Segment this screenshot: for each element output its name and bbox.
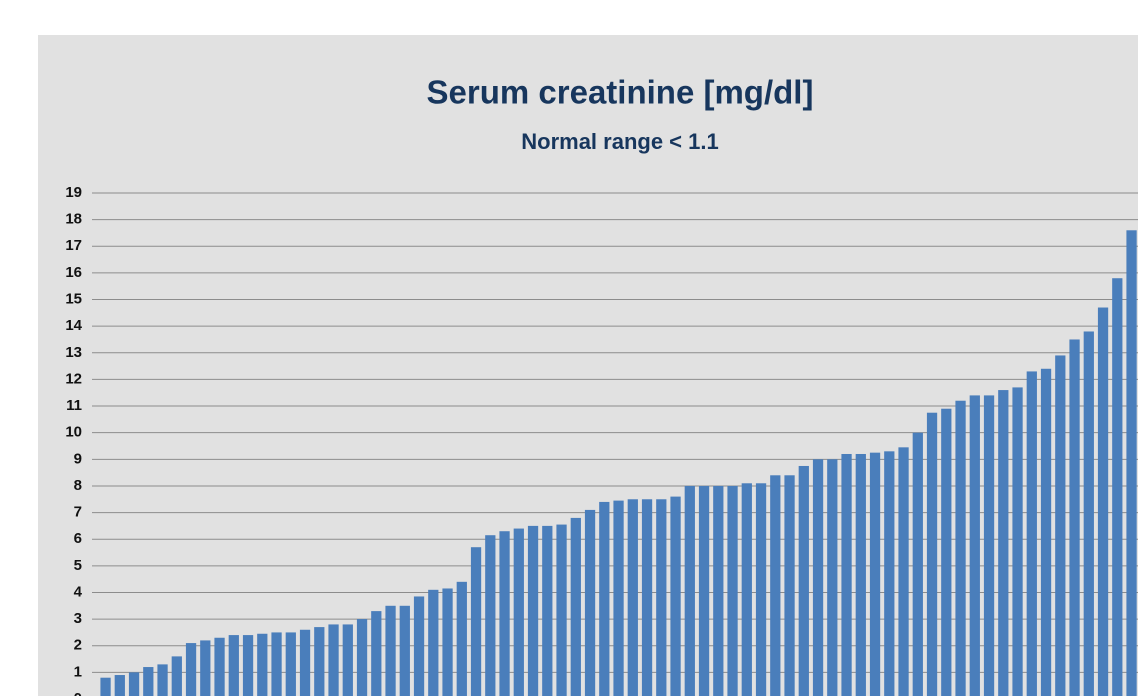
bar bbox=[1112, 278, 1123, 696]
bar bbox=[884, 451, 895, 696]
bar bbox=[1083, 331, 1094, 696]
bar bbox=[584, 509, 596, 696]
bar bbox=[485, 535, 496, 696]
y-tick-label: 0 bbox=[74, 690, 82, 696]
y-tick-label: 9 bbox=[74, 450, 82, 467]
bar bbox=[855, 453, 866, 696]
y-tick-label: 17 bbox=[65, 237, 82, 254]
bar bbox=[1126, 230, 1137, 696]
bar bbox=[143, 667, 154, 696]
bar bbox=[342, 624, 353, 696]
bar bbox=[128, 672, 140, 696]
bar bbox=[100, 677, 111, 696]
bar bbox=[556, 524, 567, 696]
bar bbox=[356, 619, 368, 696]
bar bbox=[684, 485, 695, 696]
bar bbox=[1026, 371, 1037, 696]
bar bbox=[798, 465, 809, 696]
bar bbox=[200, 640, 211, 696]
bar bbox=[470, 547, 482, 696]
y-tick-label: 18 bbox=[65, 211, 82, 228]
bar bbox=[656, 499, 667, 696]
bar bbox=[314, 627, 325, 696]
bar bbox=[1097, 307, 1109, 696]
bar bbox=[969, 395, 980, 696]
bar bbox=[770, 475, 781, 696]
y-tick-label: 8 bbox=[74, 477, 82, 494]
bar bbox=[428, 589, 439, 696]
y-tick-label: 12 bbox=[65, 370, 82, 387]
bar bbox=[613, 500, 624, 696]
plot-area: 012345678910111213141516171819 bbox=[65, 184, 1138, 696]
bar bbox=[271, 632, 282, 696]
bar bbox=[627, 499, 638, 696]
bar bbox=[385, 605, 396, 696]
bar bbox=[442, 588, 453, 696]
y-tick-label: 10 bbox=[65, 424, 82, 441]
bar bbox=[542, 525, 553, 696]
y-tick-label: 15 bbox=[65, 290, 82, 307]
y-tick-label: 6 bbox=[74, 530, 82, 547]
bar bbox=[228, 635, 239, 696]
bar bbox=[670, 496, 681, 696]
bar bbox=[955, 400, 966, 696]
bar bbox=[513, 528, 524, 696]
bar bbox=[898, 447, 909, 696]
bar bbox=[1040, 368, 1052, 696]
bar bbox=[1069, 339, 1080, 696]
bar bbox=[171, 656, 182, 696]
y-tick-label: 16 bbox=[65, 264, 82, 281]
bar bbox=[599, 501, 610, 696]
y-tick-label: 19 bbox=[65, 184, 82, 201]
bar bbox=[157, 664, 168, 696]
bar bbox=[114, 675, 125, 696]
chart-subtitle: Normal range < 1.1 bbox=[521, 129, 718, 154]
bar bbox=[713, 485, 724, 696]
bar bbox=[641, 499, 653, 696]
bar bbox=[371, 611, 382, 696]
bar bbox=[1012, 387, 1023, 696]
bar bbox=[257, 633, 268, 696]
bar bbox=[299, 629, 311, 696]
y-tick-label: 7 bbox=[74, 504, 82, 521]
bar bbox=[185, 643, 197, 696]
bar bbox=[1055, 355, 1066, 696]
bar bbox=[827, 459, 838, 696]
y-tick-label: 11 bbox=[66, 397, 82, 414]
bar bbox=[328, 624, 339, 696]
bar bbox=[413, 596, 425, 696]
bar bbox=[841, 453, 852, 696]
bar bbox=[755, 483, 767, 696]
y-tick-label: 3 bbox=[74, 610, 82, 627]
bar bbox=[912, 432, 923, 696]
y-tick-label: 14 bbox=[65, 317, 82, 334]
bar bbox=[242, 635, 254, 696]
bar bbox=[727, 485, 738, 696]
bar bbox=[812, 459, 824, 696]
y-tick-label: 13 bbox=[65, 344, 82, 361]
y-tick-label: 4 bbox=[74, 583, 83, 600]
bar bbox=[926, 412, 938, 696]
bar bbox=[741, 483, 752, 696]
bar bbox=[570, 517, 581, 696]
chart-title: Serum creatinine [mg/dl] bbox=[427, 74, 814, 111]
bar bbox=[869, 452, 881, 696]
bar bbox=[698, 485, 710, 696]
bar bbox=[998, 390, 1009, 696]
y-tick-label: 1 bbox=[74, 663, 82, 680]
bar bbox=[285, 632, 296, 696]
bar bbox=[941, 408, 952, 696]
y-tick-label: 5 bbox=[74, 557, 82, 574]
bar bbox=[214, 637, 225, 696]
bar bbox=[784, 475, 795, 696]
bar bbox=[527, 525, 539, 696]
y-tick-label: 2 bbox=[74, 637, 82, 654]
bar bbox=[983, 395, 995, 696]
bar bbox=[456, 581, 467, 696]
bar bbox=[399, 605, 410, 696]
bar bbox=[499, 531, 510, 696]
